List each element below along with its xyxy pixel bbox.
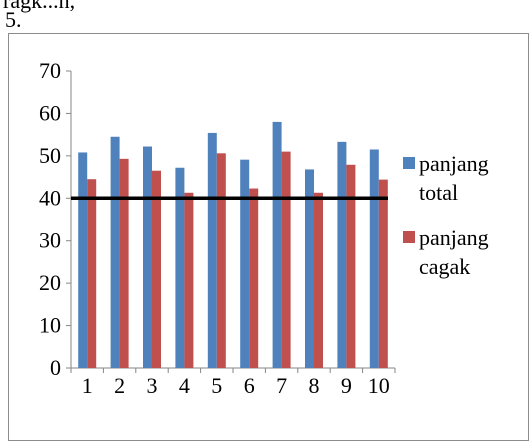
- bar-cagak: [184, 192, 194, 368]
- y-tick-label: 20: [39, 270, 61, 295]
- bar-cagak: [346, 164, 356, 368]
- bar-total: [337, 141, 347, 368]
- x-tick-label: 2: [114, 373, 125, 398]
- chart-frame: [8, 33, 529, 441]
- y-tick-label: 40: [39, 185, 61, 210]
- bar-cagak: [281, 151, 291, 368]
- legend-total-swatch: [403, 157, 415, 169]
- y-tick-label: 60: [39, 100, 61, 125]
- bar-total: [143, 146, 152, 368]
- figure-number: 5.: [5, 7, 22, 32]
- bar-cagak: [249, 188, 259, 368]
- bar-cagak: [87, 179, 97, 368]
- y-tick-label: 0: [50, 355, 61, 380]
- bar-cagak: [119, 158, 129, 368]
- chart-bars: [78, 121, 388, 369]
- bar-total: [175, 167, 185, 368]
- bar-cagak: [314, 192, 323, 368]
- y-tick-label: 70: [39, 58, 61, 83]
- x-tick-label: 6: [244, 373, 255, 398]
- y-tick-label: 50: [39, 143, 61, 168]
- bar-total: [78, 152, 88, 368]
- x-tick-label: 4: [179, 373, 190, 398]
- legend-total-line2: total: [419, 180, 458, 205]
- legend-cagak-line1: panjang: [419, 225, 489, 250]
- legend-cagak-swatch: [403, 231, 415, 243]
- y-tick-label: 10: [39, 313, 61, 338]
- top-text-fragment: ragk...n,: [3, 0, 76, 13]
- x-tick-label: 8: [309, 373, 320, 398]
- x-tick-label: 5: [211, 373, 222, 398]
- bar-total: [110, 136, 120, 368]
- x-tick-label: 10: [368, 373, 390, 398]
- bar-total: [272, 121, 282, 369]
- bar-total: [305, 169, 314, 368]
- bar-cagak: [378, 179, 388, 368]
- bar-total: [369, 149, 379, 368]
- legend-total-line1: panjang: [419, 151, 489, 176]
- legend-cagak-line2: cagak: [419, 254, 470, 279]
- chart-legend: panjang total panjang cagak: [403, 151, 489, 279]
- x-tick-label: 9: [341, 373, 352, 398]
- x-tick-label: 7: [276, 373, 287, 398]
- x-tick-label: 1: [82, 373, 93, 398]
- bar-cagak: [216, 153, 226, 368]
- bar-cagak: [152, 170, 161, 368]
- bar-total: [240, 159, 250, 368]
- y-tick-label: 30: [39, 228, 61, 253]
- bar-total: [207, 132, 217, 368]
- x-tick-label: 3: [147, 373, 158, 398]
